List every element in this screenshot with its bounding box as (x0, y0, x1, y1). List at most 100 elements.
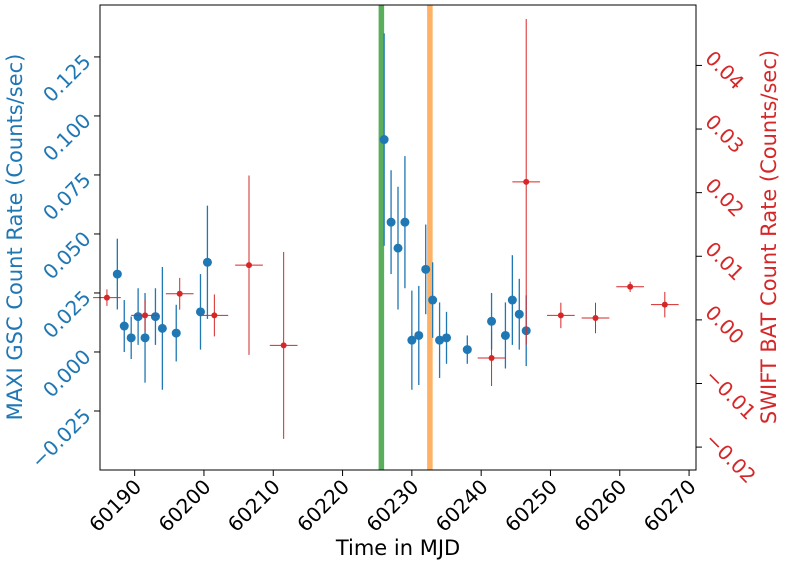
right-tick-label: 0.01 (700, 237, 748, 285)
swift-point-2 (131, 299, 159, 332)
right-tick-label: 0.02 (700, 173, 748, 221)
maxi-point-24 (507, 255, 517, 345)
maxi-marker (133, 312, 143, 322)
maxi-marker (407, 335, 417, 345)
right-axis-title: SWIFT BAT Count Rate (Counts/sec) (757, 50, 781, 424)
swift-point-11 (616, 281, 645, 292)
right-tick-label: 0.00 (700, 300, 748, 348)
maxi-marker (487, 316, 497, 326)
right-tick-label: 0.04 (700, 46, 748, 94)
x-tick-label: 60210 (223, 475, 285, 537)
x-tick-label: 60200 (154, 475, 216, 537)
maxi-marker (171, 328, 181, 338)
maxi-marker (195, 307, 205, 317)
maxi-marker (462, 345, 472, 355)
swift-point-5 (235, 175, 263, 355)
maxi-marker (157, 323, 167, 333)
left-tick-label: 0.075 (38, 168, 95, 225)
maxi-marker (379, 135, 389, 145)
maxi-marker (442, 333, 452, 343)
maxi-point-11 (379, 33, 389, 246)
swift-marker (103, 294, 110, 301)
maxi-marker (435, 335, 445, 345)
maxi-marker (428, 295, 438, 305)
maxi-point-20 (442, 311, 452, 364)
swift-point-9 (547, 302, 575, 329)
maxi-marker (500, 330, 510, 340)
x-tick-label: 60220 (292, 475, 354, 537)
swift-marker (246, 262, 252, 269)
left-tick-label: 0.000 (38, 345, 95, 402)
maxi-marker (202, 257, 212, 267)
plot-frame (99, 4, 697, 471)
maxi-point-12 (386, 170, 396, 275)
maxi-point-16 (414, 285, 424, 386)
maxi-point-18 (428, 262, 438, 338)
x-tick-label: 60270 (639, 475, 701, 537)
x-tick-label: 60230 (361, 475, 423, 537)
x-tick-label: 60260 (569, 475, 631, 537)
maxi-point-6 (150, 288, 160, 345)
maxi-point-19 (435, 302, 445, 378)
maxi-marker (150, 312, 160, 322)
left-tick-label: −0.025 (26, 404, 95, 473)
maxi-point-3 (126, 316, 136, 360)
maxi-marker (514, 309, 524, 319)
swift-point-10 (581, 302, 610, 334)
swift-point-12 (650, 291, 679, 318)
swift-series (93, 18, 679, 439)
swift-marker (488, 355, 495, 362)
maxi-point-15 (407, 290, 417, 390)
maxi-point-17 (421, 224, 431, 315)
maxi-point-13 (393, 186, 403, 310)
x-axis-ticks: 60190 60200 60210 60220 60230 60240 60250 60260… (84, 470, 701, 537)
maxi-point-7 (157, 267, 167, 390)
maxi-marker (414, 330, 424, 340)
left-tick-label: 0.025 (38, 286, 95, 343)
swift-marker (523, 178, 530, 185)
maxi-point-14 (400, 156, 410, 289)
swift-marker (661, 301, 668, 308)
maxi-point-10 (202, 205, 212, 319)
right-tick-label: −0.02 (700, 428, 760, 488)
maxi-marker (507, 295, 517, 305)
swift-marker (211, 312, 218, 319)
left-axis-title: MAXI GSC Count Rate (Counts/sec) (3, 54, 27, 421)
maxi-marker (421, 264, 431, 274)
maxi-marker (393, 243, 403, 253)
left-tick-label: 0.100 (38, 109, 95, 166)
maxi-series (112, 33, 531, 390)
swift-marker (176, 290, 183, 297)
vertical-bands (378, 5, 433, 470)
maxi-point-25 (514, 278, 524, 350)
maxi-marker (112, 269, 122, 279)
swift-point-1 (93, 289, 121, 306)
right-axis-ticks: −0.02−0.01 0.00 0.01 0.02 0.03 0.04 (696, 46, 761, 488)
maxi-marker (119, 321, 129, 331)
maxi-marker (400, 217, 410, 227)
maxi-point-9 (195, 274, 205, 350)
maxi-point-4 (133, 288, 143, 345)
x-axis-title: Time in MJD (335, 536, 460, 560)
left-tick-label: 0.125 (38, 49, 95, 106)
swift-point-3 (165, 277, 194, 310)
maxi-point-21 (462, 335, 472, 364)
maxi-point-8 (171, 304, 181, 362)
swift-marker (142, 312, 149, 319)
swift-marker (280, 342, 287, 349)
maxi-point-1 (112, 238, 122, 310)
right-tick-label: −0.01 (700, 364, 760, 424)
vertical-band-1 (378, 5, 385, 470)
swift-marker (557, 312, 564, 319)
x-tick-label: 60240 (431, 475, 493, 537)
vertical-band-2 (427, 5, 433, 470)
swift-marker (627, 283, 634, 290)
swift-point-6 (269, 251, 298, 439)
maxi-marker (386, 217, 396, 227)
x-tick-label: 60250 (500, 475, 562, 537)
maxi-marker (140, 333, 150, 343)
swift-point-4 (200, 294, 229, 337)
swift-point-7 (477, 330, 506, 387)
